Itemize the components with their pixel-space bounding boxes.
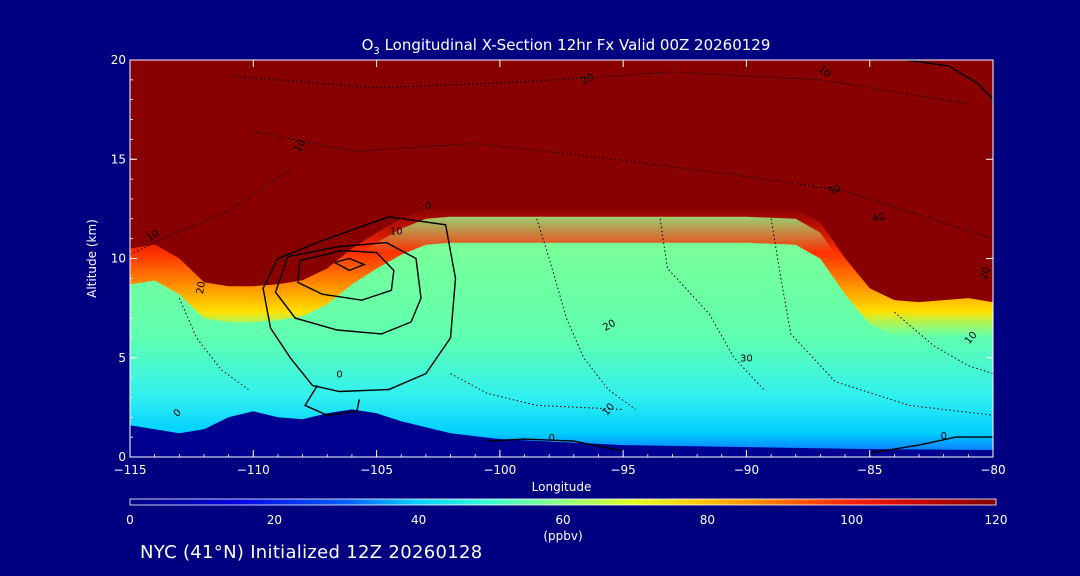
colorbar-tick-label: 60 bbox=[555, 513, 570, 527]
y-tick-label: 10 bbox=[111, 252, 126, 266]
contour-label: 30 bbox=[826, 183, 842, 198]
contour-label: 0 bbox=[940, 431, 946, 442]
contour-dotted-6 bbox=[770, 218, 993, 416]
tropopause-gradient-band bbox=[130, 206, 993, 339]
x-tick-label: −80 bbox=[980, 463, 1005, 477]
y-tick-label: 20 bbox=[111, 53, 126, 67]
initialization-caption: NYC (41°N) Initialized 12Z 20260128 bbox=[140, 542, 483, 563]
contour-dotted-8 bbox=[450, 373, 624, 410]
colorbar-ticks: 0 20 40 60 80 100 120 bbox=[126, 513, 1007, 527]
colorbar-tick-label: 0 bbox=[126, 513, 134, 527]
chart-title: O3 Longitudinal X-Section 12hr Fx Valid … bbox=[362, 36, 771, 57]
colorbar-tick-label: 20 bbox=[267, 513, 282, 527]
y-tick-label: 5 bbox=[118, 351, 126, 365]
contour-surface-east bbox=[869, 436, 993, 454]
contour-label: 0 bbox=[548, 433, 554, 444]
contour-label: 0 bbox=[172, 407, 184, 420]
contour-dotted-9 bbox=[894, 311, 993, 375]
x-tick-label: −105 bbox=[360, 463, 393, 477]
contour-intrusion-inner bbox=[296, 249, 395, 301]
contour-dotted-4 bbox=[536, 218, 636, 410]
contour-upper-right bbox=[906, 60, 993, 101]
x-tick-label: −115 bbox=[114, 463, 147, 477]
contour-lower-stem bbox=[304, 385, 360, 417]
contour-label: 0 bbox=[425, 201, 431, 212]
contour-surface-mid bbox=[487, 438, 624, 452]
colorbar bbox=[129, 498, 997, 506]
x-axis: −115 −110 −105 −100 −95 −90 −85 −80 bbox=[114, 60, 1006, 477]
contour-label: 20 bbox=[601, 318, 618, 334]
colorbar-tick-label: 100 bbox=[840, 513, 863, 527]
x-axis-label: Longitude bbox=[532, 480, 592, 494]
contour-dotted-7 bbox=[178, 298, 249, 390]
colorbar-tick-label: 120 bbox=[985, 513, 1008, 527]
contour-label: 20 bbox=[978, 266, 993, 282]
contour-label: 10 bbox=[390, 227, 403, 238]
colorbar-units-label: (ppbv) bbox=[543, 529, 582, 543]
contour-label: 30 bbox=[740, 354, 753, 365]
contour-dotted-5 bbox=[659, 218, 765, 390]
x-tick-label: −100 bbox=[483, 463, 516, 477]
x-tick-label: −110 bbox=[237, 463, 270, 477]
terrain bbox=[130, 409, 993, 457]
y-axis: 0 5 10 15 20 bbox=[111, 53, 993, 464]
contour-intrusion-outer bbox=[262, 216, 457, 393]
contour-dotted-3 bbox=[130, 168, 291, 255]
contour-intrusion-core bbox=[334, 257, 367, 272]
y-tick-label: 0 bbox=[118, 450, 126, 464]
contour-dotted-2 bbox=[253, 131, 993, 240]
contour-lines bbox=[130, 60, 993, 454]
contour-label: 20 bbox=[195, 281, 208, 295]
colorbar-tick-label: 80 bbox=[700, 513, 715, 527]
contour-intrusion-mid bbox=[274, 241, 422, 335]
colorbar-tick-label: 40 bbox=[411, 513, 426, 527]
y-tick-label: 15 bbox=[111, 152, 126, 166]
contour-label: 20 bbox=[579, 72, 595, 87]
contour-label: 40 bbox=[871, 211, 886, 225]
contour-label: 0 bbox=[336, 370, 342, 381]
x-tick-label: −90 bbox=[734, 463, 759, 477]
y-axis-label: Altitude (km) bbox=[85, 219, 99, 298]
x-tick-label: −85 bbox=[857, 463, 882, 477]
x-tick-label: −95 bbox=[610, 463, 635, 477]
